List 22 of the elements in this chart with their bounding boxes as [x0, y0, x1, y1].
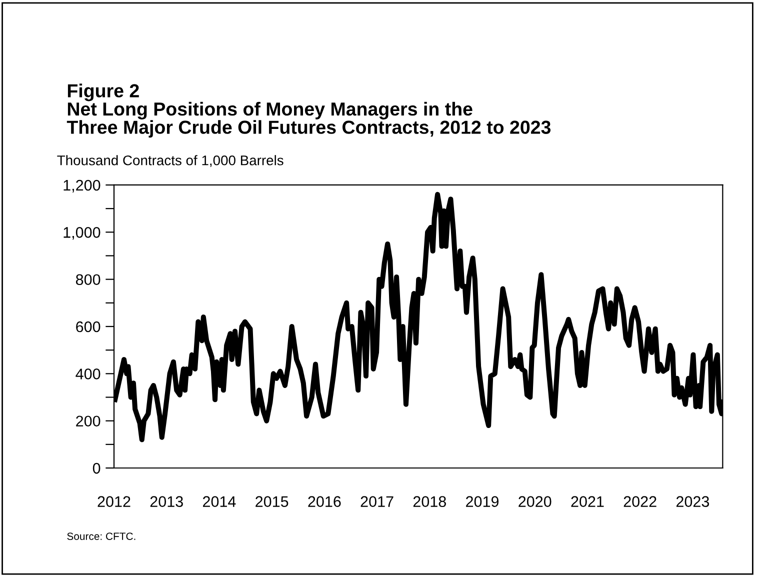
y-tick-label: 800: [76, 274, 100, 286]
y-tick-label: 600: [76, 321, 100, 332]
y-tick-label: 200: [76, 416, 100, 427]
x-tick-label: 2023: [676, 496, 710, 508]
x-tick-label: 2016: [308, 496, 341, 508]
x-tick-label: 2017: [360, 496, 394, 508]
y-axis-title: Thousand Contracts of 1,000 Barrels: [57, 155, 284, 167]
x-tick-label: 2012: [98, 496, 130, 508]
source-note: Source: CFTC.: [67, 532, 136, 540]
x-tick-label: 2019: [466, 496, 499, 508]
x-tick-label: 2014: [202, 496, 236, 508]
y-tick-label: 1,000: [64, 227, 100, 240]
x-tick-label: 2018: [413, 496, 446, 508]
x-tick-label: 2020: [518, 496, 552, 508]
y-tick-label: 400: [76, 368, 100, 380]
chart-title: Figure 2 Net Long Positions of Money Managers in the Three Major Crude Oil Futures Contracts, 2012 to 2023: [66, 84, 551, 138]
y-tick-label: 0: [92, 462, 100, 474]
x-tick-label: 2015: [256, 496, 288, 508]
y-tick-label: 1,200: [64, 180, 100, 192]
x-tick-label: 2013: [150, 496, 183, 508]
x-tick-label: 2022: [624, 496, 656, 508]
x-tick-label: 2021: [571, 496, 604, 508]
